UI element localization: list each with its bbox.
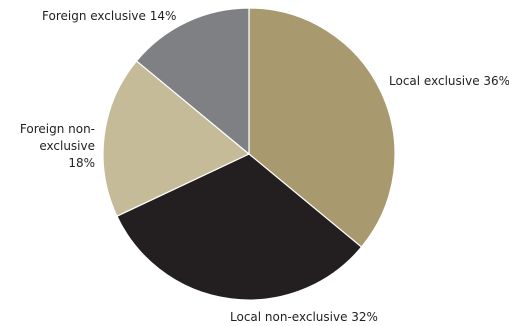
pie-slice-local-exclusive — [248, 7, 396, 248]
pie-slice-local-non-exclusive — [116, 153, 363, 301]
slice-label-foreign-non-exclusive: Foreign non-exclusive 18% — [19, 122, 95, 170]
slice-label-local-non-exclusive: Local non-exclusive 32% — [230, 310, 378, 324]
slice-label-foreign-exclusive: Foreign exclusive 14% — [42, 9, 177, 23]
pie-slice-foreign-non-exclusive — [102, 60, 251, 217]
pie-slice-foreign-exclusive — [135, 7, 250, 156]
slice-label-local-exclusive: Local exclusive 36% — [389, 74, 509, 88]
